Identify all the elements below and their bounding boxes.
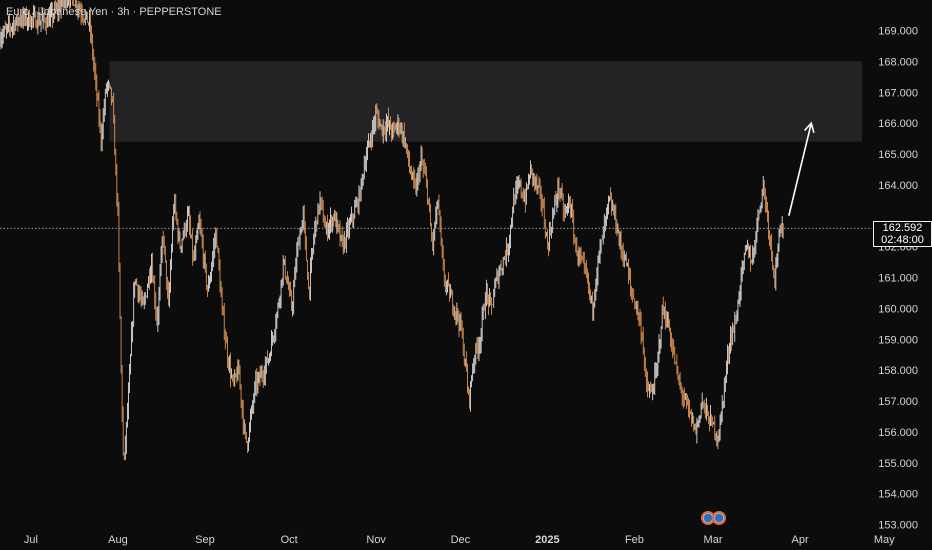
supply-zone[interactable]	[109, 61, 862, 142]
current-price-badge: 162.592 02:48:00	[873, 221, 932, 247]
projection-arrow[interactable]	[788, 121, 815, 216]
time-axis[interactable]: Jul Aug Sep Oct Nov Dec 2025 Feb Mar Apr May	[24, 534, 895, 546]
price-tick-label: 153.000	[878, 520, 918, 532]
price-tick-label: 156.000	[878, 427, 918, 439]
time-tick-label: May	[874, 534, 895, 546]
price-tick-label: 157.000	[878, 396, 918, 408]
time-tick-label: Apr	[791, 534, 808, 546]
arrow-head	[803, 121, 815, 133]
price-tick-label: 155.000	[878, 458, 918, 470]
price-tick-label: 161.000	[878, 273, 918, 285]
price-tick-label: 160.000	[878, 303, 918, 315]
current-price-value: 162.592	[882, 222, 923, 234]
bar-countdown: 02:48:00	[881, 234, 924, 246]
events-marker-icon[interactable]	[701, 511, 726, 525]
event-marker-flag-icon	[714, 513, 725, 524]
price-tick-label: 169.000	[878, 26, 918, 38]
arrow-shaft	[788, 122, 813, 216]
time-tick-label: Mar	[704, 534, 723, 546]
time-tick-label: Jul	[24, 534, 38, 546]
time-tick-label: Sep	[195, 534, 215, 546]
chart-title: Euro / Japanese Yen · 3h · PEPPERSTONE	[6, 6, 222, 18]
price-tick-label: 164.000	[878, 180, 918, 192]
time-tick-label: Dec	[451, 534, 471, 546]
price-tick-label: 158.000	[878, 365, 918, 377]
price-axis[interactable]: 153.000 154.000 155.000 156.000 157.000 158.0…	[878, 26, 918, 532]
event-marker-flag-icon	[703, 513, 714, 524]
time-tick-label: 2025	[535, 534, 559, 546]
price-tick-label: 168.000	[878, 56, 918, 68]
price-tick-label: 167.000	[878, 87, 918, 99]
candles	[0, 0, 784, 461]
time-tick-label: Oct	[281, 534, 298, 546]
price-tick-label: 159.000	[878, 334, 918, 346]
price-tick-label: 165.000	[878, 149, 918, 161]
time-tick-label: Nov	[366, 534, 386, 546]
time-tick-label: Aug	[108, 534, 128, 546]
price-tick-label: 166.000	[878, 118, 918, 130]
time-tick-label: Feb	[625, 534, 644, 546]
price-tick-label: 154.000	[878, 489, 918, 501]
